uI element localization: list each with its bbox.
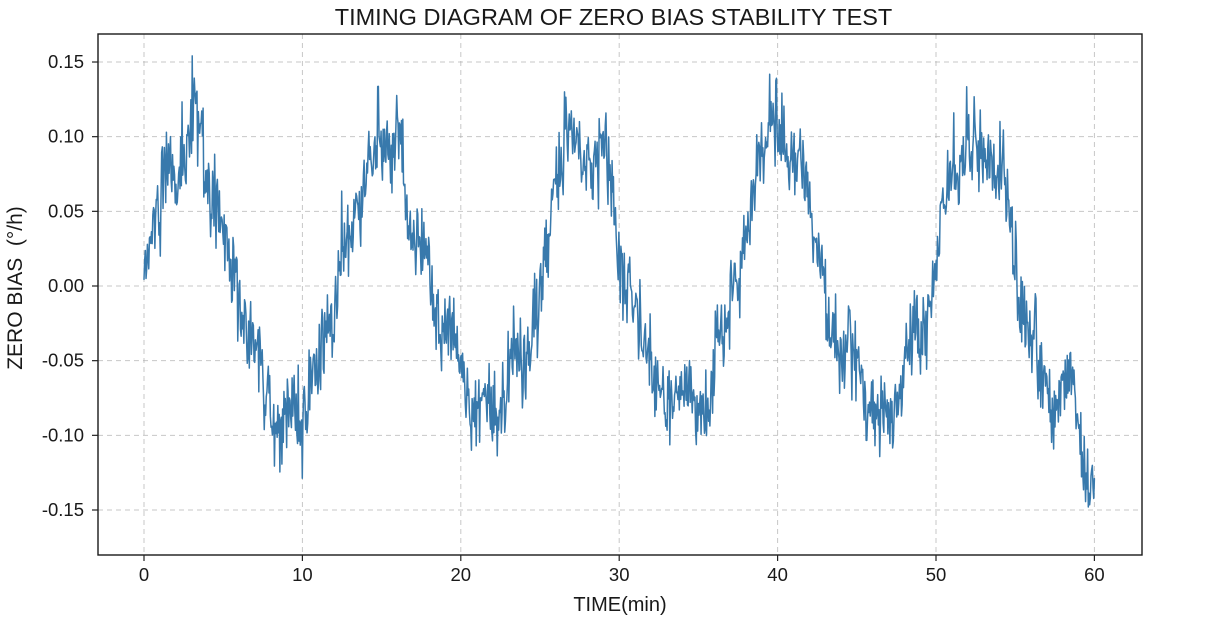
svg-text:60: 60 xyxy=(1084,564,1105,585)
svg-text:0.10: 0.10 xyxy=(48,126,84,147)
svg-text:30: 30 xyxy=(609,564,630,585)
svg-text:0: 0 xyxy=(139,564,149,585)
svg-text:0.00: 0.00 xyxy=(48,275,84,296)
svg-text:40: 40 xyxy=(767,564,788,585)
svg-text:10: 10 xyxy=(292,564,313,585)
svg-text:0.15: 0.15 xyxy=(48,51,84,72)
svg-text:0.05: 0.05 xyxy=(48,200,84,221)
svg-text:50: 50 xyxy=(926,564,947,585)
svg-text:-0.10: -0.10 xyxy=(42,424,84,445)
svg-text:-0.15: -0.15 xyxy=(42,499,84,520)
svg-text:20: 20 xyxy=(451,564,472,585)
svg-text:-0.05: -0.05 xyxy=(42,350,84,371)
